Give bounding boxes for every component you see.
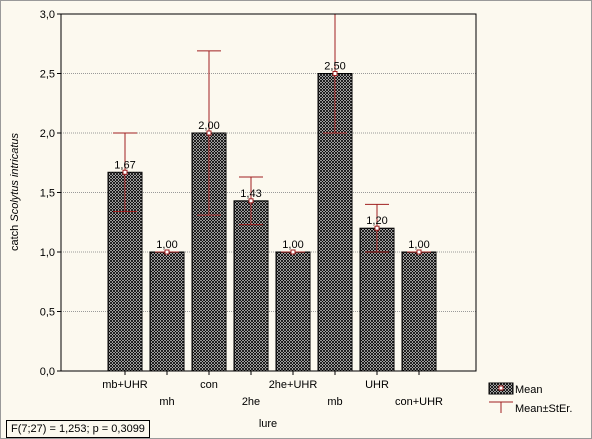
x-axis-ticks: mb+UHR mh con 2he 2he+UHR mb UHR con+UHR	[102, 371, 443, 408]
x-tick-label: con	[200, 379, 218, 391]
x-tick-label: mb+UHR	[102, 379, 148, 391]
bar-crosshatch	[150, 252, 184, 371]
mean-marker	[248, 198, 254, 204]
x-tick-label: 2he	[242, 396, 260, 408]
y-tick-label: 1,0	[40, 247, 55, 259]
data-label: 1,43	[240, 188, 261, 200]
legend-err-label: Mean±StEr.	[515, 403, 572, 415]
x-tick-label: mh	[159, 396, 174, 408]
mean-marker	[290, 249, 296, 255]
data-labels: 1,67 1,00 2,00 1,43 1,00 2,50 1,20 1,00	[114, 61, 429, 252]
x-tick-label: 2he+UHR	[269, 379, 318, 391]
mean-marker	[374, 225, 380, 231]
x-tick-label: mb	[327, 396, 342, 408]
data-label: 1,00	[282, 239, 303, 251]
x-tick-label: con+UHR	[395, 396, 443, 408]
mean-marker	[416, 249, 422, 255]
data-label: 1,20	[366, 215, 387, 227]
y-tick-label: 3,0	[40, 9, 55, 21]
y-axis-ticks: 0,0 0,5 1,0 1,5 2,0 2,5 3,0	[40, 9, 61, 378]
bar-crosshatch	[234, 200, 268, 371]
y-axis-title: catch Scolytus intricatus	[9, 133, 21, 252]
x-axis-title: lure	[259, 418, 277, 430]
error-bars	[113, 13, 431, 255]
data-label: 2,50	[324, 61, 345, 73]
y-tick-label: 1,5	[40, 188, 55, 200]
y-axis-title-species: Scolytus intricatus	[9, 133, 21, 222]
legend-mean-label: Mean	[515, 384, 543, 396]
mean-marker	[164, 249, 170, 255]
plot-area	[60, 13, 477, 372]
bar-crosshatch	[402, 252, 436, 371]
data-label: 1,00	[408, 239, 429, 251]
y-tick-label: 0,5	[40, 307, 55, 319]
mean-marker	[332, 71, 338, 76]
mean-marker	[206, 130, 212, 136]
legend: Mean Mean±StEr.	[488, 382, 572, 415]
data-label: 1,67	[114, 159, 135, 171]
y-tick-label: 2,0	[40, 128, 55, 140]
y-tick-label: 0,0	[40, 366, 55, 378]
stat-test-note: F(7;27) = 1,253; p = 0,3099	[6, 420, 150, 438]
data-label: 1,00	[156, 239, 177, 251]
bar-crosshatch	[276, 252, 310, 371]
y-axis-title-prefix: catch	[9, 222, 21, 251]
legend-mean-marker	[498, 385, 504, 391]
y-tick-label: 2,5	[40, 69, 55, 81]
x-tick-label: UHR	[365, 379, 389, 391]
data-label: 2,00	[198, 120, 219, 132]
mean-marker	[122, 169, 128, 175]
